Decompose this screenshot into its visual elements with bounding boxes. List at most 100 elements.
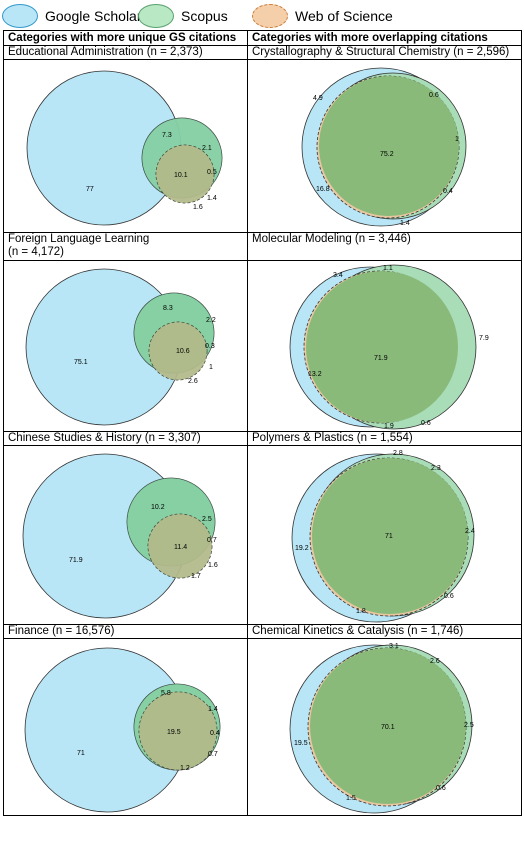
- legend-item-web-of-science: Web of Science: [252, 3, 393, 29]
- venn-panel-educational-administration: 77 7.3 2.1 10.1 0.5 1.4 1.6: [3, 59, 248, 233]
- region-label: 16.8: [316, 186, 330, 193]
- region-label: 19.2: [295, 545, 309, 552]
- region-label: 4.9: [313, 95, 323, 102]
- region-label: 1.8: [356, 608, 366, 615]
- region-label: 71: [385, 533, 393, 540]
- triple-overlap: [149, 322, 207, 380]
- region-label: 0.6: [429, 92, 439, 99]
- venn-diagram: 1.1 3.4 71.9 7.9 13.2 0.6 1.9: [289, 264, 489, 430]
- venn-diagram: 8.3 2.2 75.1 10.6 0.3 1 2.6: [25, 268, 216, 426]
- region-label: 1.6: [193, 204, 203, 211]
- legend-label: Web of Science: [295, 8, 393, 24]
- region-label: 1.9: [384, 423, 394, 430]
- venn-panel-crystallography: 4.9 0.6 75.2 1 0.4 16.8 1.4: [247, 59, 522, 233]
- region-label: 1.7: [191, 573, 201, 580]
- triple-overlap: [312, 458, 468, 614]
- triple-overlap: [156, 145, 214, 203]
- region-label: 19.5: [167, 729, 181, 736]
- region-label: 70.1: [381, 724, 395, 731]
- region-label: 3.1: [389, 643, 399, 650]
- region-label: 2.5: [464, 722, 474, 729]
- web-of-science-swatch: [252, 4, 288, 28]
- region-label: 0.4: [210, 730, 220, 737]
- legend-label: Google Scholar: [45, 8, 142, 24]
- region-label: 2.8: [393, 450, 403, 457]
- region-label: 2.6: [430, 658, 440, 665]
- column-header-right: Categories with more overlapping citatio…: [247, 30, 522, 46]
- panel-title: Chemical Kinetics & Catalysis (n = 1,746…: [247, 624, 522, 639]
- region-label: 2.3: [431, 465, 441, 472]
- legend: Google Scholar Scopus Web of Science: [0, 0, 524, 30]
- venn-diagram: 4.9 0.6 75.2 1 0.4 16.8 1.4: [301, 67, 467, 227]
- region-label: 1.4: [400, 220, 410, 227]
- region-label: 71.9: [69, 557, 83, 564]
- region-label: 0.7: [207, 537, 217, 544]
- venn-diagram: 5.8 1.4 71 19.5 0.4 0.7 1.2: [24, 647, 221, 813]
- region-label: 0.4: [443, 188, 453, 195]
- region-label: 0.5: [207, 169, 217, 176]
- venn-panel-polymers-plastics: 2.8 2.3 71 19.2 2.4 0.6 1.8: [247, 445, 522, 625]
- region-label: 0.6: [421, 420, 431, 427]
- region-label: 0.6: [444, 593, 454, 600]
- venn-diagram: 3.1 2.6 70.1 19.5 2.5 0.6 1.5: [289, 643, 474, 814]
- region-label: 1.4: [208, 706, 218, 713]
- venn-panel-chemical-kinetics-catalysis: 3.1 2.6 70.1 19.5 2.5 0.6 1.5: [247, 638, 522, 816]
- panel-title: Foreign Language Learning (n = 4,172): [3, 232, 248, 261]
- legend-label: Scopus: [181, 8, 228, 24]
- google-scholar-swatch: [2, 4, 38, 28]
- region-label: 71: [77, 750, 85, 757]
- region-label: 5.8: [161, 690, 171, 697]
- region-label: 11.4: [174, 544, 187, 551]
- region-label: 2.5: [202, 516, 212, 523]
- region-label: 1.5: [346, 795, 356, 802]
- region-label: 75.2: [380, 151, 394, 158]
- triple-overlap: [310, 648, 466, 804]
- triple-overlap: [148, 514, 212, 578]
- region-label: 1.6: [208, 562, 218, 569]
- venn-diagram: 77 7.3 2.1 10.1 0.5 1.4 1.6: [26, 70, 223, 226]
- venn-diagram: 2.8 2.3 71 19.2 2.4 0.6 1.8: [291, 450, 475, 623]
- region-label: 3.4: [333, 272, 343, 279]
- region-label: 1.1: [383, 265, 393, 272]
- region-label: 0.7: [208, 751, 218, 758]
- triple-overlap: [139, 692, 217, 770]
- region-label: 0.6: [436, 785, 446, 792]
- venn-diagram: 10.2 2.5 71.9 11.4 0.7 1.6 1.7: [22, 453, 218, 619]
- region-label: 7.9: [479, 335, 489, 342]
- legend-item-scopus: Scopus: [138, 3, 228, 29]
- column-header-left: Categories with more unique GS citations: [3, 30, 248, 46]
- venn-panel-foreign-language-learning: 8.3 2.2 75.1 10.6 0.3 1 2.6: [3, 260, 248, 432]
- triple-overlap: [306, 271, 458, 423]
- panel-title: Crystallography & Structural Chemistry (…: [247, 45, 522, 60]
- panel-title: Molecular Modeling (n = 3,446): [247, 232, 522, 261]
- region-label: 1: [209, 364, 213, 371]
- region-label: 7.3: [162, 132, 172, 139]
- panel-title: Polymers & Plastics (n = 1,554): [247, 431, 522, 446]
- region-label: 75.1: [74, 359, 88, 366]
- region-label: 10.2: [151, 504, 165, 511]
- region-label: 2.1: [202, 145, 212, 152]
- scopus-swatch: [138, 4, 174, 28]
- region-label: 13.2: [308, 371, 322, 378]
- region-label: 1: [455, 136, 459, 143]
- region-label: 0.3: [205, 343, 215, 350]
- region-label: 2.6: [188, 378, 198, 385]
- venn-panel-finance: 5.8 1.4 71 19.5 0.4 0.7 1.2: [3, 638, 248, 816]
- venn-table: Categories with more unique GS citations…: [3, 30, 522, 816]
- region-label: 2.4: [465, 528, 475, 535]
- region-label: 71.9: [374, 355, 388, 362]
- legend-item-google-scholar: Google Scholar: [2, 3, 142, 29]
- panel-title: Chinese Studies & History (n = 3,307): [3, 431, 248, 446]
- panel-title: Finance (n = 16,576): [3, 624, 248, 639]
- venn-panel-chinese-studies-history: 10.2 2.5 71.9 11.4 0.7 1.6 1.7: [3, 445, 248, 625]
- region-label: 1.4: [207, 195, 217, 202]
- triple-overlap: [319, 76, 459, 216]
- region-label: 1.2: [180, 765, 190, 772]
- region-label: 77: [86, 186, 94, 193]
- venn-panel-molecular-modeling: 1.1 3.4 71.9 7.9 13.2 0.6 1.9: [247, 260, 522, 432]
- panel-title: Educational Administration (n = 2,373): [3, 45, 248, 60]
- region-label: 19.5: [294, 740, 308, 747]
- region-label: 2.2: [206, 317, 216, 324]
- region-label: 10.6: [176, 348, 190, 355]
- region-label: 10.1: [174, 172, 188, 179]
